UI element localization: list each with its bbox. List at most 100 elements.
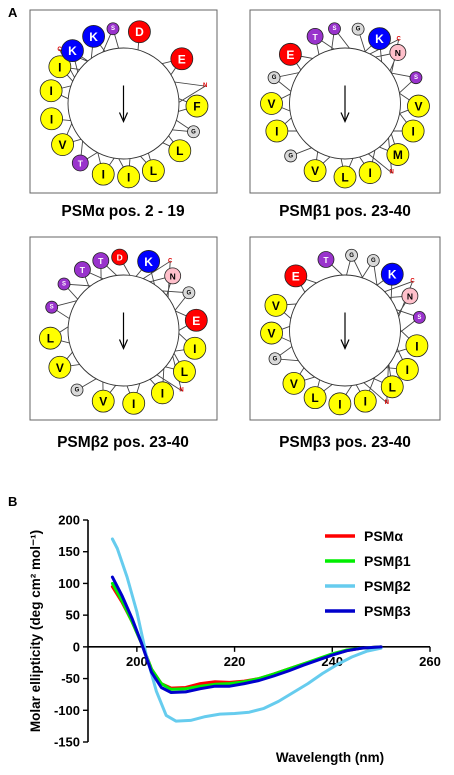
residue-letter: S xyxy=(62,282,66,288)
residue-letter: I xyxy=(161,386,164,400)
residue-letter: G xyxy=(272,75,277,81)
residue-circle xyxy=(328,22,341,36)
residue-letter: I xyxy=(193,342,196,356)
residue-letter: G xyxy=(273,356,278,362)
residue-letter: T xyxy=(98,256,104,266)
residue-circle xyxy=(412,310,426,324)
moment-arrow-head xyxy=(118,112,129,123)
residue-terminal-label: C xyxy=(410,278,415,284)
wheel-title: PSMα pos. 2 - 19 xyxy=(61,203,185,220)
residue-circle xyxy=(48,355,72,379)
residue-letter: K xyxy=(144,255,153,269)
residue-circle xyxy=(117,165,141,189)
residue-circle xyxy=(260,92,283,115)
residue-terminal-label: N xyxy=(385,400,389,406)
residue-circle xyxy=(187,125,200,139)
x-tick-label: 260 xyxy=(419,654,441,669)
residue-circle xyxy=(182,286,196,300)
residue-letter: I xyxy=(127,170,130,184)
residue-circle xyxy=(82,24,106,48)
residue-letter: G xyxy=(191,129,196,135)
panel-b-label: B xyxy=(8,494,17,509)
wheel-title: PSMβ3 pos. 23-40 xyxy=(279,434,411,451)
y-tick-label: -100 xyxy=(54,703,80,718)
residue-letter: K xyxy=(375,32,384,46)
residue-letter: L xyxy=(389,380,396,394)
residue-circle xyxy=(366,254,380,267)
residue-letter: I xyxy=(364,395,367,409)
residue-letter: G xyxy=(356,27,361,33)
y-tick-label: -50 xyxy=(61,671,80,686)
residue-letter: I xyxy=(49,84,52,98)
residue-letter: I xyxy=(58,60,61,74)
residue-letter: N xyxy=(170,271,176,281)
residue-circle xyxy=(282,371,306,395)
residue-circle xyxy=(71,154,89,172)
residue-circle xyxy=(170,47,194,71)
residue-circle xyxy=(183,336,207,360)
residue-circle xyxy=(278,42,302,66)
residue-letter: E xyxy=(178,52,186,66)
residue-circle xyxy=(303,159,327,183)
residue-circle xyxy=(351,22,365,36)
residue-terminal-label: C xyxy=(57,47,62,53)
residue-letter: I xyxy=(368,166,371,180)
residue-circle xyxy=(57,277,71,291)
residue-terminal-label: C xyxy=(168,258,173,264)
residue-circle xyxy=(151,381,174,405)
residue-circle xyxy=(39,326,62,350)
residue-letter: V xyxy=(267,97,275,111)
residue-circle xyxy=(51,133,74,157)
residue-letter: V xyxy=(311,164,319,178)
legend-label: PSMβ2 xyxy=(364,578,411,594)
wheel-title: PSMβ2 pos. 23-40 xyxy=(57,434,189,451)
residue-circle xyxy=(173,360,196,384)
residue-circle xyxy=(409,71,423,85)
residue-letter: S xyxy=(50,305,54,311)
residue-terminal-label: N xyxy=(179,388,183,394)
residue-circle xyxy=(386,143,410,166)
residue-circle xyxy=(267,71,281,85)
residue-circle xyxy=(353,389,377,413)
residue-letter: G xyxy=(349,253,354,259)
moment-arrow-head xyxy=(340,339,350,350)
residue-letter: K xyxy=(68,44,77,58)
y-tick-label: 150 xyxy=(58,544,80,559)
residue-circle xyxy=(345,248,358,262)
residue-circle xyxy=(185,94,209,118)
y-tick-label: -150 xyxy=(54,735,80,750)
residue-circle xyxy=(380,375,404,399)
residue-circle xyxy=(168,139,192,163)
residue-letter: I xyxy=(415,339,418,353)
residue-circle xyxy=(184,308,208,332)
residue-letter: V xyxy=(268,327,276,341)
y-tick-label: 100 xyxy=(58,576,80,591)
residue-circle xyxy=(40,107,64,131)
residue-circle xyxy=(401,287,419,305)
panel-a-label: A xyxy=(8,5,18,20)
residue-letter: V xyxy=(414,100,422,114)
residue-letter: N xyxy=(395,48,401,58)
residue-letter: S xyxy=(417,315,421,321)
residue-circle xyxy=(389,44,407,61)
residue-circle xyxy=(73,261,91,278)
residue-circle xyxy=(358,161,382,184)
residue-circle xyxy=(303,386,327,410)
residue-letter: M xyxy=(393,148,403,162)
residue-circle xyxy=(284,264,308,288)
residue-circle xyxy=(264,293,288,317)
residue-letter: I xyxy=(275,125,278,139)
residue-letter: V xyxy=(290,377,298,391)
residue-letter: I xyxy=(102,168,105,182)
residue-letter: S xyxy=(332,26,336,32)
residue-letter: L xyxy=(181,365,188,379)
residue-letter: E xyxy=(286,48,294,62)
residue-letter: I xyxy=(132,397,135,411)
residue-circle xyxy=(128,20,151,44)
residue-letter: G xyxy=(371,258,376,264)
residue-circle xyxy=(164,267,182,285)
residue-circle xyxy=(91,389,115,413)
